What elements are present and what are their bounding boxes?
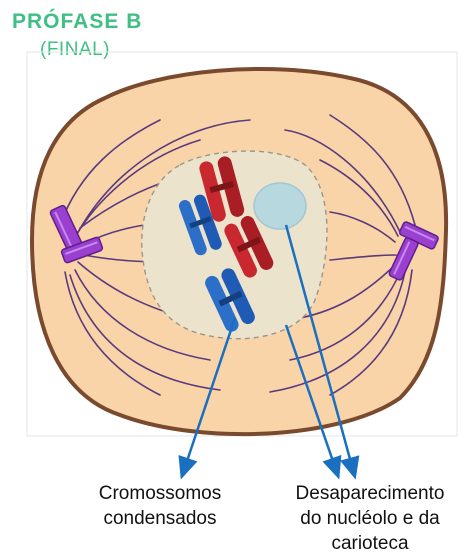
arrow-karyotheca	[284, 324, 342, 480]
centriole-left	[49, 204, 104, 264]
centriole-icon	[60, 236, 104, 264]
centriole-right	[388, 221, 439, 281]
nucleolus-icon	[253, 182, 307, 230]
label-line: Desaparecimento	[295, 483, 445, 504]
chromosome-icon	[178, 194, 222, 256]
label-line: condensados	[103, 508, 217, 529]
label-line: Cromossomos	[98, 483, 222, 504]
chromosome-red-mid	[224, 216, 274, 278]
chromosome-blue-bottom	[205, 268, 255, 332]
chromosome-blue-top	[178, 194, 222, 256]
chromosome-red-top	[199, 156, 245, 222]
arrow-nucleolus	[284, 224, 360, 480]
chromosome-icon	[199, 156, 245, 222]
chromosome-icon	[224, 216, 274, 278]
chromosome-icon	[205, 268, 255, 332]
label-line: do nucléolo e da	[300, 508, 440, 529]
label-line: carioteca	[331, 533, 409, 554]
centriole-icon	[388, 237, 419, 281]
diagram-title: PRÓFASE B	[12, 10, 143, 33]
arrow-chromosomes	[178, 317, 237, 480]
label-nucleolus-disappearance: Desaparecimento do nucléolo e da cariote…	[279, 481, 461, 556]
label-condensed-chromosomes: Cromossomos condensados	[80, 481, 240, 531]
diagram-subtitle: (FINAL)	[40, 39, 110, 60]
